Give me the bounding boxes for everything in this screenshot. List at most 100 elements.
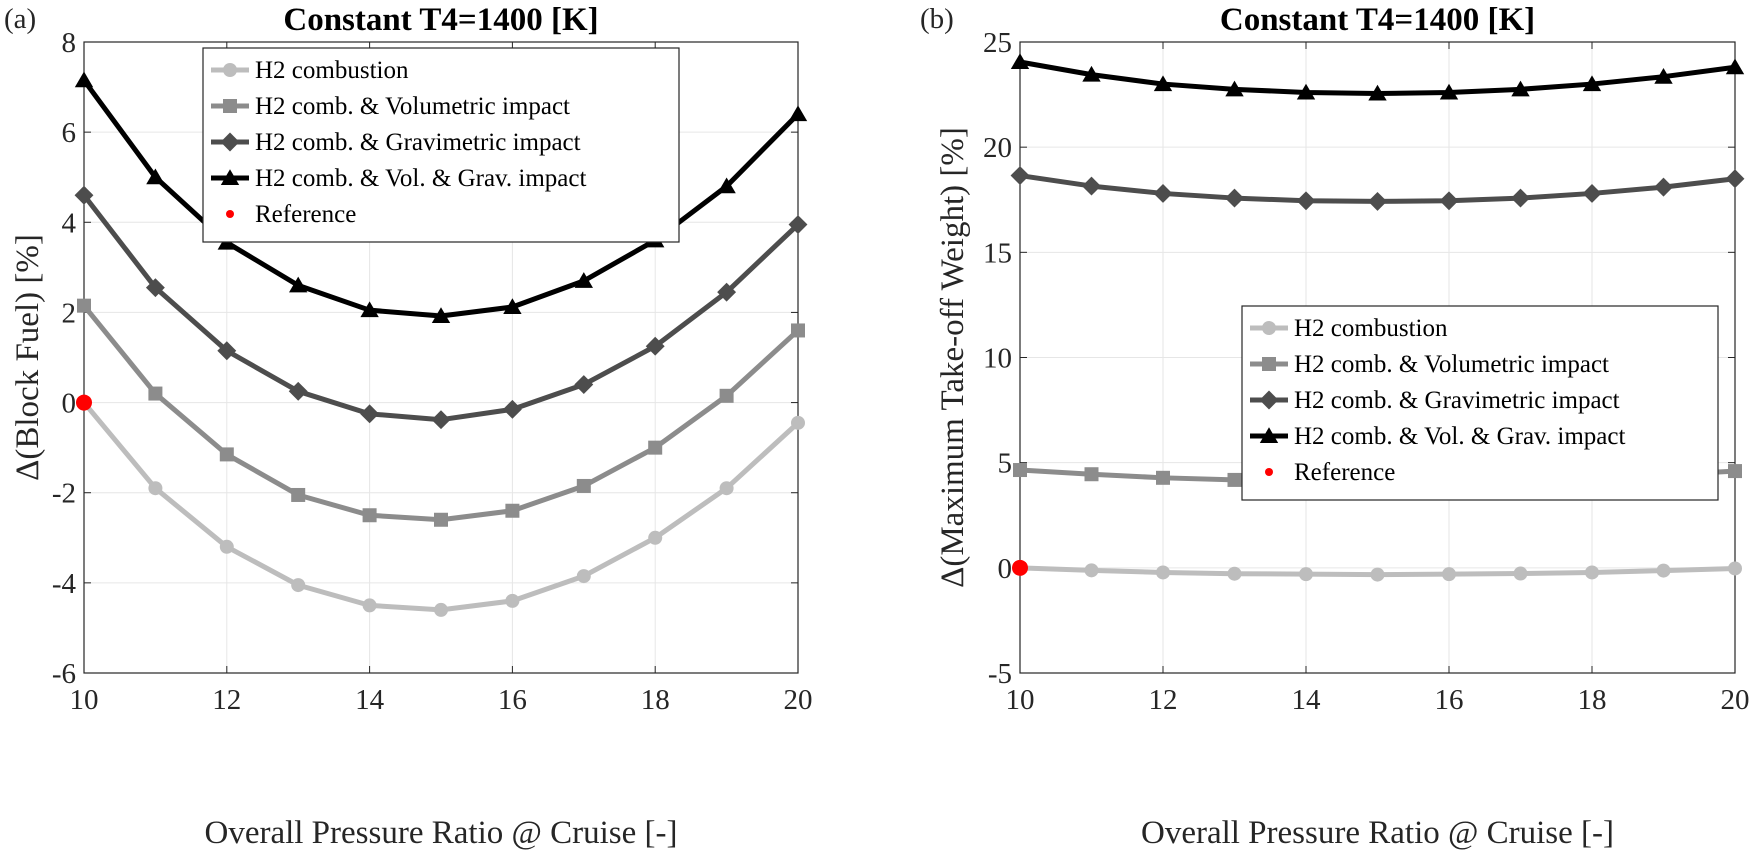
legend-entry: H2 comb. & Gravimetric impact	[1294, 387, 1620, 414]
chart-title: Constant T4=1400 [K]	[1220, 2, 1535, 38]
x-tick-label: 18	[1578, 684, 1607, 716]
data-point	[1082, 65, 1101, 82]
legend-marker	[226, 210, 234, 218]
y-tick-label: 5	[998, 448, 1013, 480]
y-axis-label: Δ(Maximum Take-off Weight) [%]	[935, 127, 971, 588]
data-point	[1296, 191, 1316, 211]
legend-marker	[1262, 357, 1276, 371]
data-point	[505, 593, 520, 608]
x-tick-label: 12	[212, 684, 241, 716]
legend-marker	[1259, 427, 1279, 443]
data-point	[502, 399, 522, 419]
legend-entry: H2 comb. & Volumetric impact	[255, 93, 570, 120]
y-tick-label: 20	[983, 132, 1012, 164]
data-point	[1439, 83, 1459, 100]
series-diamond	[1010, 166, 1745, 211]
data-point	[1725, 58, 1745, 75]
data-point	[1296, 83, 1316, 100]
data-point	[1513, 566, 1528, 581]
chart-panel-a: 10 12 14 16 18 20 -6 -4 -2 0 2 4 6 8 Constant T4=1400 …	[4, 2, 813, 851]
x-tick-label: 16	[498, 684, 527, 716]
legend-marker	[1265, 468, 1273, 476]
data-point	[574, 375, 594, 394]
data-point	[1010, 53, 1030, 69]
legend-entry: H2 combustion	[1294, 315, 1448, 342]
data-point	[360, 301, 379, 318]
data-point	[719, 388, 734, 403]
data-point	[576, 569, 591, 584]
reference-point	[76, 394, 92, 411]
data-point	[1153, 75, 1173, 92]
reference-point	[1012, 559, 1028, 576]
legend-box	[1241, 305, 1719, 501]
panel-label: (b)	[920, 3, 954, 35]
data-point	[1156, 565, 1170, 580]
data-point	[146, 168, 165, 185]
x-tick-label: 12	[1149, 684, 1178, 716]
data-point	[148, 386, 163, 401]
data-point	[1439, 191, 1459, 211]
data-point	[1511, 188, 1530, 208]
x-tick-label: 14	[1292, 684, 1322, 716]
y-tick-label: 10	[983, 343, 1012, 375]
y-tick-label: 2	[62, 297, 77, 329]
data-point	[645, 336, 665, 356]
x-tick-label: 14	[355, 684, 385, 716]
axes-frame	[83, 41, 799, 674]
y-tick-label: 15	[983, 237, 1012, 269]
data-point	[791, 415, 805, 430]
data-point	[717, 282, 737, 302]
y-tick-label: 0	[62, 388, 77, 420]
data-point	[219, 539, 234, 554]
legend-marker	[223, 63, 237, 77]
data-point	[434, 602, 448, 617]
data-point	[1654, 177, 1673, 197]
data-point	[219, 447, 234, 462]
y-tick-label: -4	[52, 568, 77, 600]
data-point	[288, 381, 308, 401]
legend: H2 combustion H2 comb. & Volumetric impac…	[202, 47, 680, 243]
data-point	[217, 341, 237, 361]
data-point	[719, 481, 734, 496]
data-point	[788, 215, 808, 234]
data-point	[1656, 563, 1671, 578]
data-point	[74, 71, 94, 88]
x-tick-label: 16	[1435, 684, 1464, 716]
data-point	[77, 298, 91, 313]
legend-entry: H2 comb. & Vol. & Grav. impact	[1294, 423, 1625, 450]
data-point	[434, 512, 448, 527]
data-point	[291, 578, 306, 593]
data-point	[791, 323, 805, 338]
data-point	[505, 503, 520, 518]
y-tick-label: 4	[62, 207, 77, 239]
data-point	[576, 478, 591, 493]
data-point	[362, 508, 377, 523]
data-point	[717, 177, 736, 194]
data-point	[362, 598, 377, 613]
data-point	[503, 298, 522, 315]
data-point	[1082, 176, 1101, 196]
data-point	[1225, 80, 1244, 97]
legend-marker	[220, 132, 240, 152]
series-triangle	[1010, 53, 1745, 101]
data-point	[648, 440, 663, 455]
legend-marker	[220, 169, 240, 185]
data-point	[1585, 565, 1599, 580]
series-square	[77, 298, 805, 527]
x-tick-label: 10	[70, 684, 99, 716]
legend-marker	[223, 99, 237, 113]
y-tick-label: 6	[62, 117, 77, 149]
data-point	[1225, 188, 1244, 208]
data-point	[360, 404, 380, 424]
y-axis-label: Δ(Block Fuel) [%]	[10, 234, 46, 481]
data-point	[1368, 191, 1387, 211]
chart-title: Constant T4=1400 [K]	[283, 2, 598, 38]
series-circle	[1013, 560, 1742, 582]
data-point	[648, 530, 663, 545]
data-point	[1728, 464, 1742, 479]
chart-panel-b: 10 12 14 16 18 20 -5 0 5 10 15 20 25 Constant T4=1400…	[920, 2, 1750, 851]
legend-box	[202, 47, 680, 243]
data-point	[1153, 183, 1173, 203]
x-tick-label: 20	[784, 684, 813, 716]
